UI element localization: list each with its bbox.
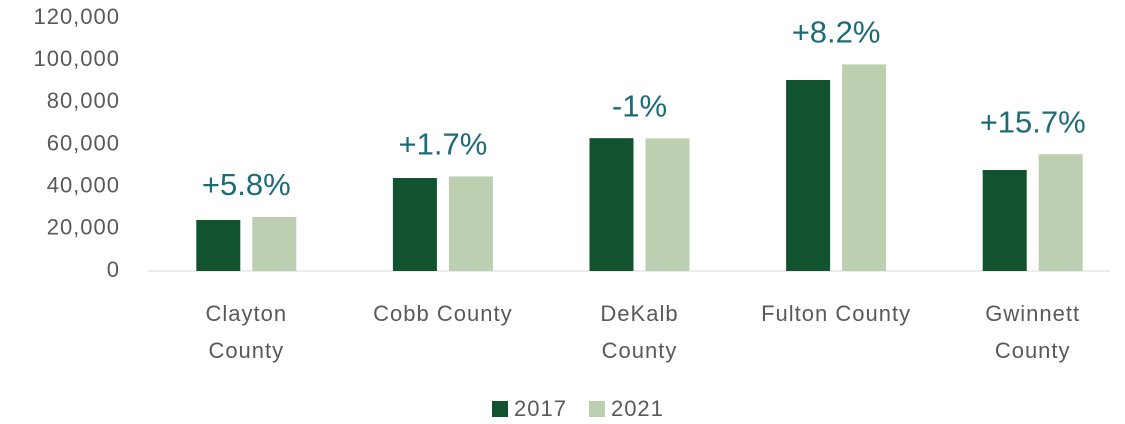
annotation: -1% <box>612 88 667 123</box>
x-tick-label: Cobb County <box>373 301 513 326</box>
annotation: +8.2% <box>792 15 881 50</box>
legend-label: 2021 <box>611 396 664 421</box>
y-tick-label: 60,000 <box>47 130 120 155</box>
legend-swatch <box>492 401 508 417</box>
x-tick-label: DeKalb County <box>600 301 679 363</box>
y-tick-label: 0 <box>107 257 120 282</box>
annotation: +15.7% <box>980 104 1086 139</box>
y-tick-label: 20,000 <box>47 215 120 240</box>
y-tick-label: 100,000 <box>33 46 120 71</box>
bar <box>982 170 1027 271</box>
bar <box>392 178 437 271</box>
annotation: +5.8% <box>202 167 291 202</box>
bar <box>786 79 831 271</box>
bar <box>645 138 690 271</box>
x-tick-label: Gwinnett County <box>985 301 1081 363</box>
y-tick-label: 80,000 <box>47 88 120 113</box>
bar <box>252 217 297 271</box>
y-tick-label: 40,000 <box>47 172 120 197</box>
bar <box>196 219 241 271</box>
legend-swatch <box>588 401 605 417</box>
legend-label: 2017 <box>514 396 567 421</box>
x-tick-label: Fulton County <box>761 301 912 326</box>
annotation: +1.7% <box>399 127 488 162</box>
bar <box>1038 154 1083 271</box>
bar <box>842 64 887 271</box>
x-tick-label: Clayton County <box>205 301 288 363</box>
y-tick-label: 120,000 <box>33 4 120 29</box>
bar <box>448 176 493 271</box>
bar <box>589 138 634 271</box>
